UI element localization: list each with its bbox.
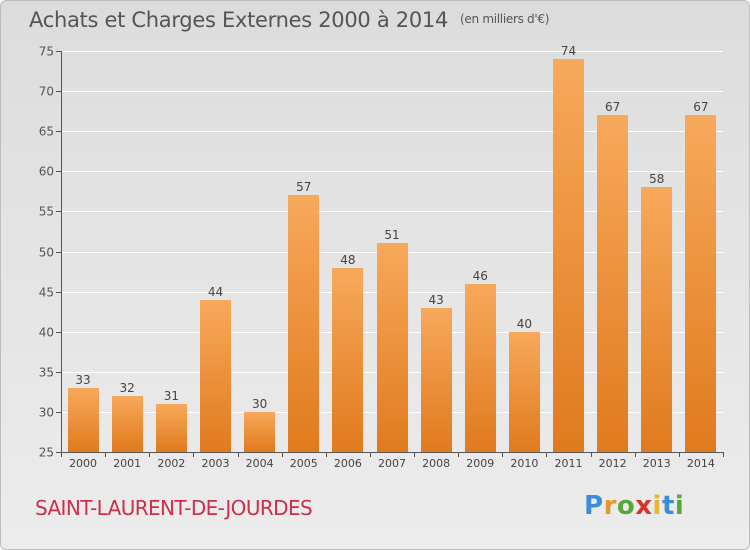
x-tick-label-2003: 2003 [201,457,229,470]
bar-2003 [200,300,231,452]
data-label-2009: 46 [473,269,488,283]
x-tick-label-2011: 2011 [555,457,583,470]
bar-2008 [421,308,452,452]
chart-subtitle: (en milliers d'€) [460,12,550,26]
data-label-2013: 58 [649,172,664,186]
x-tick-label-2002: 2002 [157,457,185,470]
data-label-2000: 33 [75,373,90,387]
bar-2011 [553,59,584,452]
bar-2009 [465,284,496,452]
bar-2001 [112,396,143,452]
data-label-2005: 57 [296,180,311,194]
x-tick-label-2001: 2001 [113,457,141,470]
bar-2002 [156,404,187,452]
logo-letter: x [635,491,653,521]
axes [56,51,724,457]
y-tick-label: 55 [39,205,54,219]
chart-title-text: Achats et Charges Externes 2000 à 2014 [29,8,449,32]
data-labels: 33 32 31 44 30 57 48 51 43 46 40 74 67 58 67 [75,44,708,411]
bar-2014 [685,115,716,452]
y-tick-label: 30 [39,406,54,420]
data-label-2011: 74 [561,44,576,58]
x-tick-label-2013: 2013 [643,457,671,470]
x-tick-label-2006: 2006 [334,457,362,470]
data-label-2010: 40 [517,317,532,331]
logo-letter: t [661,491,675,521]
bar-2007 [377,243,408,452]
logo-letter: P [584,491,604,521]
x-tick-labels: 2000 2001 2002 2003 2004 2005 2006 2007 2008 2009… [69,457,715,470]
y-tick-label: 25 [39,446,54,460]
y-tick-label: 45 [39,286,54,300]
x-tick-label-2000: 2000 [69,457,97,470]
x-tick-label-2012: 2012 [599,457,627,470]
x-tick-label-2005: 2005 [290,457,318,470]
data-label-2014: 67 [693,100,708,114]
data-label-2002: 31 [164,389,179,403]
data-label-2003: 44 [208,285,223,299]
x-tick-label-2007: 2007 [378,457,406,470]
y-tick-label: 65 [39,125,54,139]
data-label-2001: 32 [120,381,135,395]
y-tick-label: 40 [39,326,54,340]
bar-2006 [332,268,363,452]
x-tick-label-2014: 2014 [687,457,715,470]
x-tick-label-2008: 2008 [422,457,450,470]
chart-title: Achats et Charges Externes 2000 à 2014 (e… [29,8,549,32]
x-tick-label-2009: 2009 [466,457,494,470]
y-tick-labels: 25 30 35 40 45 50 55 60 65 70 75 [39,45,54,460]
x-tick-label-2010: 2010 [510,457,538,470]
data-label-2007: 51 [384,228,399,242]
bar-2004 [244,412,275,452]
logo-letter: o [616,491,636,521]
bar-2013 [641,187,672,452]
data-label-2004: 30 [252,397,267,411]
data-label-2012: 67 [605,100,620,114]
data-label-2008: 43 [428,293,443,307]
location-name: SAINT-LAURENT-DE-JOURDES [35,496,313,520]
bar-2005 [288,195,319,452]
y-tick-label: 60 [39,165,54,179]
proxiti-logo: Proxiti [584,491,684,521]
data-label-2006: 48 [340,253,355,267]
bar-2010 [509,332,540,452]
logo-letter: i [674,491,685,521]
y-tick-label: 70 [39,85,54,99]
y-tick-label: 75 [39,45,54,59]
y-tick-label: 35 [39,366,54,380]
logo-letter: r [603,491,617,521]
bar-2000 [68,388,99,452]
logo-letter: i [652,491,662,521]
bar-2012 [597,115,628,452]
bars [68,59,716,452]
x-tick-label-2004: 2004 [246,457,274,470]
y-tick-label: 50 [39,246,54,260]
